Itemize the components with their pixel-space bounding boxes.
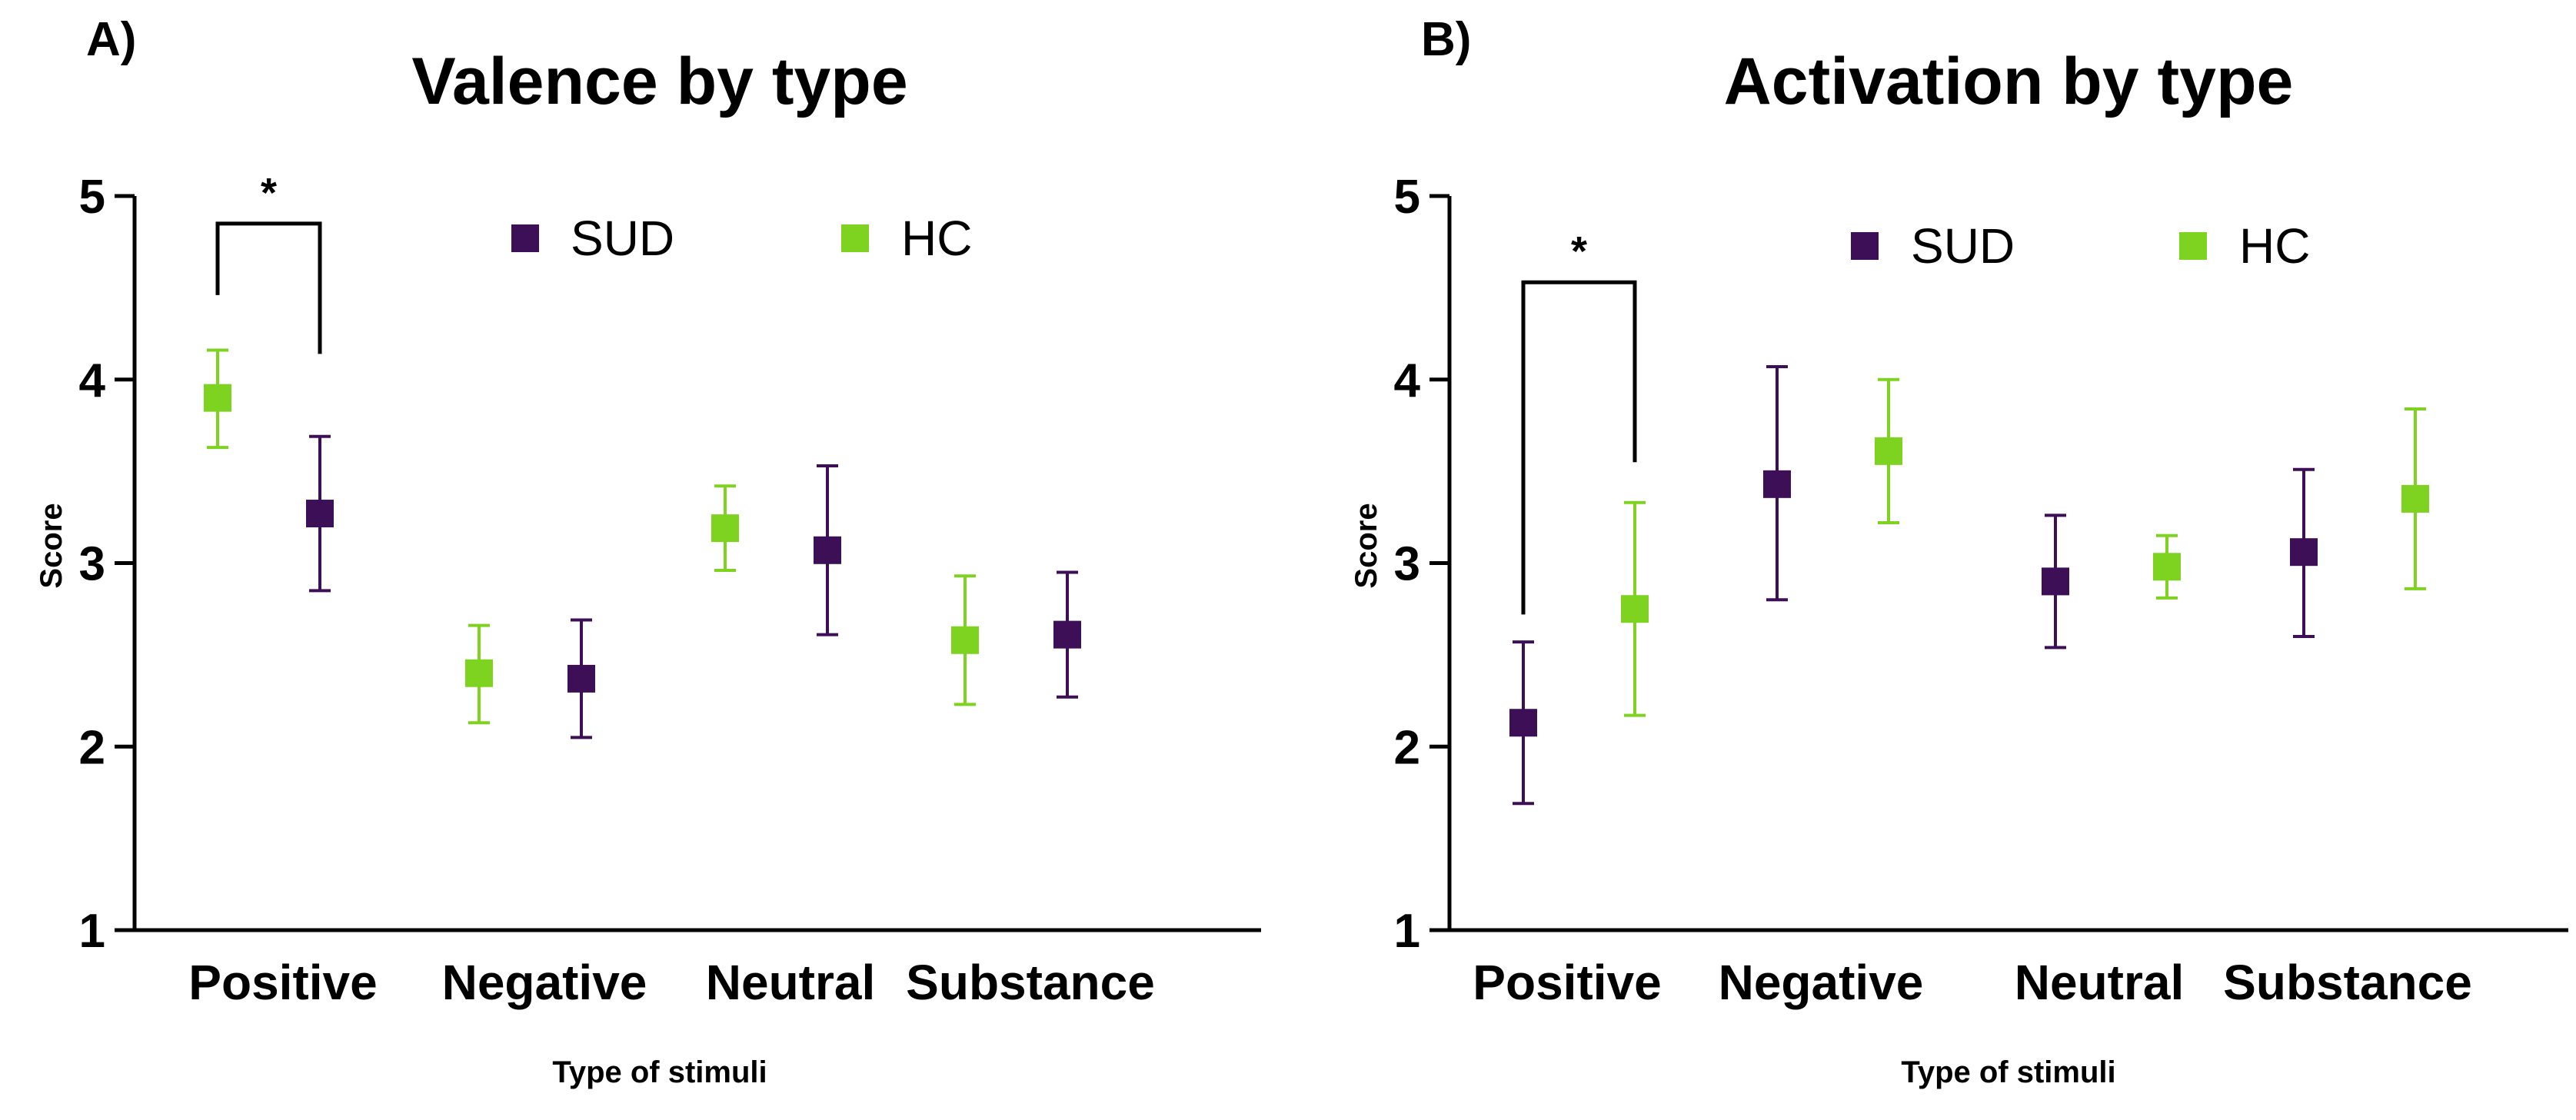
panel-b-x-axis-label: Type of stimuli [1901, 1055, 2115, 1089]
panel-b-hc-point [1621, 595, 1649, 623]
panel-a-sud-point [567, 664, 595, 693]
panel-a-hc-point [951, 626, 979, 654]
panel-b-y-tick-label: 5 [1394, 171, 1420, 224]
panel-b-legend-swatch-sud [1851, 232, 1879, 260]
panel-a-legend-swatch-hc [841, 224, 869, 252]
panel-a-y-tick-label: 3 [79, 538, 105, 591]
panel-b-hc-point [2401, 484, 2429, 513]
panel-b-y-tick-label: 3 [1394, 538, 1420, 591]
panel-b-x-tick-label: Negative [1719, 955, 1924, 1010]
panel-a-legend-label-hc: HC [901, 211, 972, 266]
panel-a-sud-point [814, 536, 841, 564]
panel-b-y-tick-label: 4 [1394, 354, 1421, 407]
panel-a-label: A) [86, 13, 136, 66]
panel-a-title: Valence by type [411, 45, 907, 118]
panel-b-sud-point [2042, 567, 2069, 596]
panel-b-legend-label-hc: HC [2239, 218, 2310, 274]
panel-b-label: B) [1421, 13, 1471, 66]
panel-b-sud-point [1763, 470, 1791, 498]
panel-a-significance-bracket [215, 221, 322, 354]
panel-b-hc-point [2153, 553, 2181, 581]
panel-a-y-axis-label: Score [35, 503, 68, 588]
panel-a-y-tick-label: 2 [79, 721, 105, 774]
panel-b-significance-bracket [1521, 280, 1637, 615]
panel-a-significance-label: * [261, 170, 277, 216]
panel-b-x-tick-label: Positive [1473, 955, 1661, 1010]
panel-b-x-tick-label: Substance [2223, 955, 2472, 1010]
panel-a-y-tick-label: 5 [79, 171, 105, 224]
panel-a-x-tick-label: Substance [906, 955, 1155, 1010]
panel-a-hc-point [465, 659, 493, 687]
panel-b-x-tick-label: Neutral [2015, 955, 2185, 1010]
panel-a-legend-label-sud: SUD [571, 211, 674, 266]
panel-a-x-tick-label: Positive [188, 955, 377, 1010]
panel-a-x-tick-label: Neutral [706, 955, 876, 1010]
panel-b-title: Activation by type [1724, 45, 2294, 118]
panel-b-significance-label: * [1571, 228, 1587, 274]
panel-b: B) Activation by type Score Type of stim… [1350, 13, 2568, 1089]
panel-a: A) Valence by type Score Type of stimuli… [35, 13, 1261, 1089]
panel-a-y-tick-label: 1 [79, 905, 105, 958]
panel-b-sud-point [2290, 538, 2318, 567]
panel-a-x-tick-label: Negative [442, 955, 647, 1010]
panel-a-x-axis-label: Type of stimuli [552, 1055, 767, 1089]
panel-b-y-tick-label: 2 [1394, 721, 1420, 774]
panel-b-legend-label-sud: SUD [1911, 218, 2015, 274]
panel-a-y-tick-label: 4 [79, 354, 106, 407]
panel-a-legend-swatch-sud [511, 224, 539, 252]
panel-b-legend-swatch-hc [2179, 232, 2207, 260]
panel-b-y-tick-label: 1 [1394, 905, 1420, 958]
panel-a-hc-point [711, 514, 739, 543]
panel-b-hc-point [1875, 437, 1902, 465]
panel-a-hc-point [204, 384, 231, 412]
panel-b-sud-point [1509, 709, 1537, 737]
panel-b-y-axis-label: Score [1350, 503, 1383, 588]
panel-a-sud-point [1053, 620, 1081, 649]
panel-a-sud-point [306, 500, 334, 528]
